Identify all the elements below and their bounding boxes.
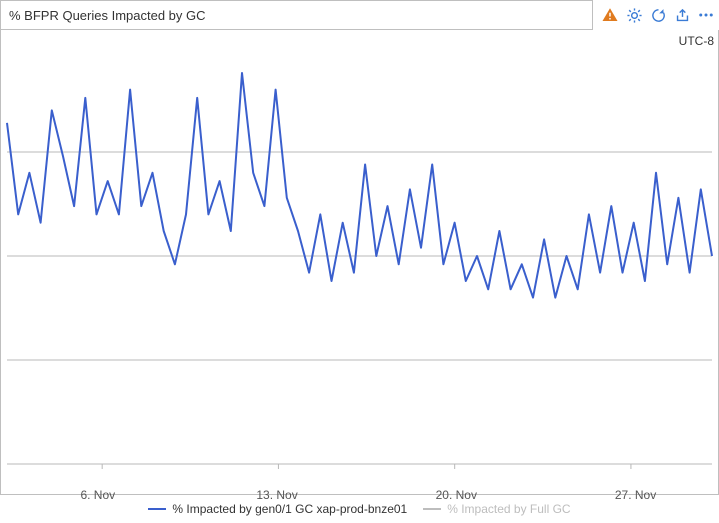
refresh-icon[interactable] bbox=[649, 6, 667, 24]
x-tick-label: 27. Nov bbox=[615, 488, 656, 502]
legend-swatch bbox=[423, 508, 441, 510]
chart-panel: % BFPR Queries Impacted by GC UTC-8 6. N… bbox=[0, 0, 719, 523]
panel-toolbar bbox=[597, 0, 719, 30]
legend-label: % Impacted by gen0/1 GC xap-prod-bnze01 bbox=[172, 502, 407, 516]
panel-title: % BFPR Queries Impacted by GC bbox=[9, 8, 206, 23]
share-icon[interactable] bbox=[673, 6, 691, 24]
chart-area: UTC-8 6. Nov13. Nov20. Nov27. Nov bbox=[0, 30, 719, 495]
settings-gear-icon[interactable] bbox=[625, 6, 643, 24]
alert-icon[interactable] bbox=[601, 6, 619, 24]
timezone-label: UTC-8 bbox=[679, 34, 714, 48]
x-tick-label: 20. Nov bbox=[436, 488, 477, 502]
line-chart-svg bbox=[1, 30, 718, 494]
legend-item[interactable]: % Impacted by gen0/1 GC xap-prod-bnze01 bbox=[148, 502, 407, 516]
panel-title-box[interactable]: % BFPR Queries Impacted by GC bbox=[0, 0, 593, 30]
legend-swatch bbox=[148, 508, 166, 510]
legend-item[interactable]: % Impacted by Full GC bbox=[423, 502, 570, 516]
more-icon[interactable] bbox=[697, 6, 715, 24]
x-tick-label: 13. Nov bbox=[256, 488, 297, 502]
x-tick-label: 6. Nov bbox=[80, 488, 115, 502]
legend-label: % Impacted by Full GC bbox=[447, 502, 570, 516]
panel-header: % BFPR Queries Impacted by GC bbox=[0, 0, 719, 30]
